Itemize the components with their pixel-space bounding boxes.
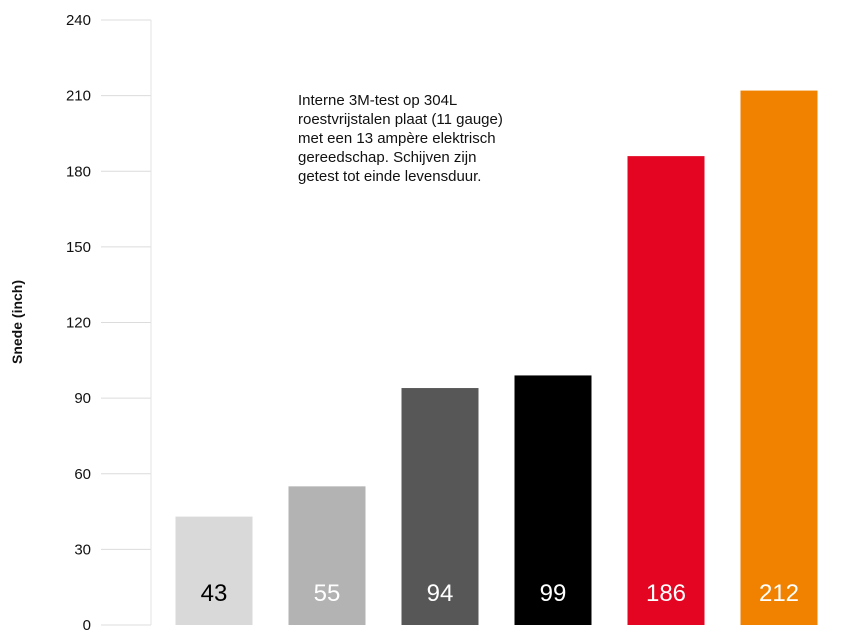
y-tick-label: 60 bbox=[74, 466, 91, 483]
y-tick-label: 30 bbox=[74, 541, 91, 558]
bar-value-labels: 43 55 94 99 186 212 bbox=[201, 580, 799, 607]
y-tick-label: 120 bbox=[66, 315, 91, 332]
bar bbox=[401, 388, 479, 625]
bar bbox=[514, 375, 592, 625]
bar bbox=[288, 486, 366, 625]
chart-annotation: Interne 3M-test op 304L roestvrijstalen … bbox=[298, 92, 503, 185]
y-tick-label: 90 bbox=[74, 390, 91, 407]
bar bbox=[627, 156, 705, 625]
bar bbox=[175, 516, 253, 625]
bar bbox=[740, 90, 818, 626]
bars bbox=[175, 90, 818, 626]
bar-value-label: 186 bbox=[646, 580, 686, 607]
y-tick-label: 210 bbox=[66, 88, 91, 105]
y-tick-label: 240 bbox=[66, 12, 91, 29]
y-axis-ticks: 0 30 60 90 120 150 180 210 240 bbox=[66, 12, 151, 632]
bar-value-label: 43 bbox=[201, 580, 228, 607]
y-tick-label: 0 bbox=[83, 617, 91, 632]
y-tick-label: 150 bbox=[66, 239, 91, 256]
y-tick-label: 180 bbox=[66, 163, 91, 180]
y-axis-title: Snede (inch) bbox=[9, 280, 25, 364]
bar-value-label: 55 bbox=[314, 580, 341, 607]
bar-value-label: 99 bbox=[540, 580, 567, 607]
bar-value-label: 212 bbox=[759, 580, 799, 607]
bar-value-label: 94 bbox=[427, 580, 454, 607]
